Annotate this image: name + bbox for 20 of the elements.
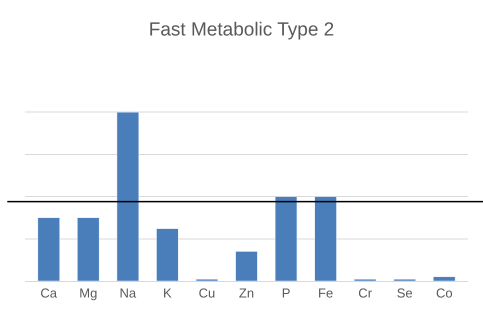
x-tick-label: Cr [358,286,373,301]
bar [38,217,60,281]
x-tick-label: Zn [238,286,254,301]
x-tick-label: Na [120,286,137,301]
x-tick-label: Ca [40,286,58,301]
chart-title: Fast Metabolic Type 2 [148,19,334,40]
x-tick-label: Mg [79,286,98,301]
bar [314,196,337,281]
bar [274,196,298,281]
bar [116,112,139,281]
bar [433,276,456,281]
bar [235,251,258,281]
x-tick-label: Fe [318,286,334,301]
x-tick-label: Co [436,286,453,301]
x-tick-label: Se [396,286,413,301]
x-tick-label: P [282,286,290,301]
x-tick-label: K [163,286,172,301]
bar [77,217,100,281]
bar [156,228,179,281]
x-tick-label: Cu [198,286,216,301]
